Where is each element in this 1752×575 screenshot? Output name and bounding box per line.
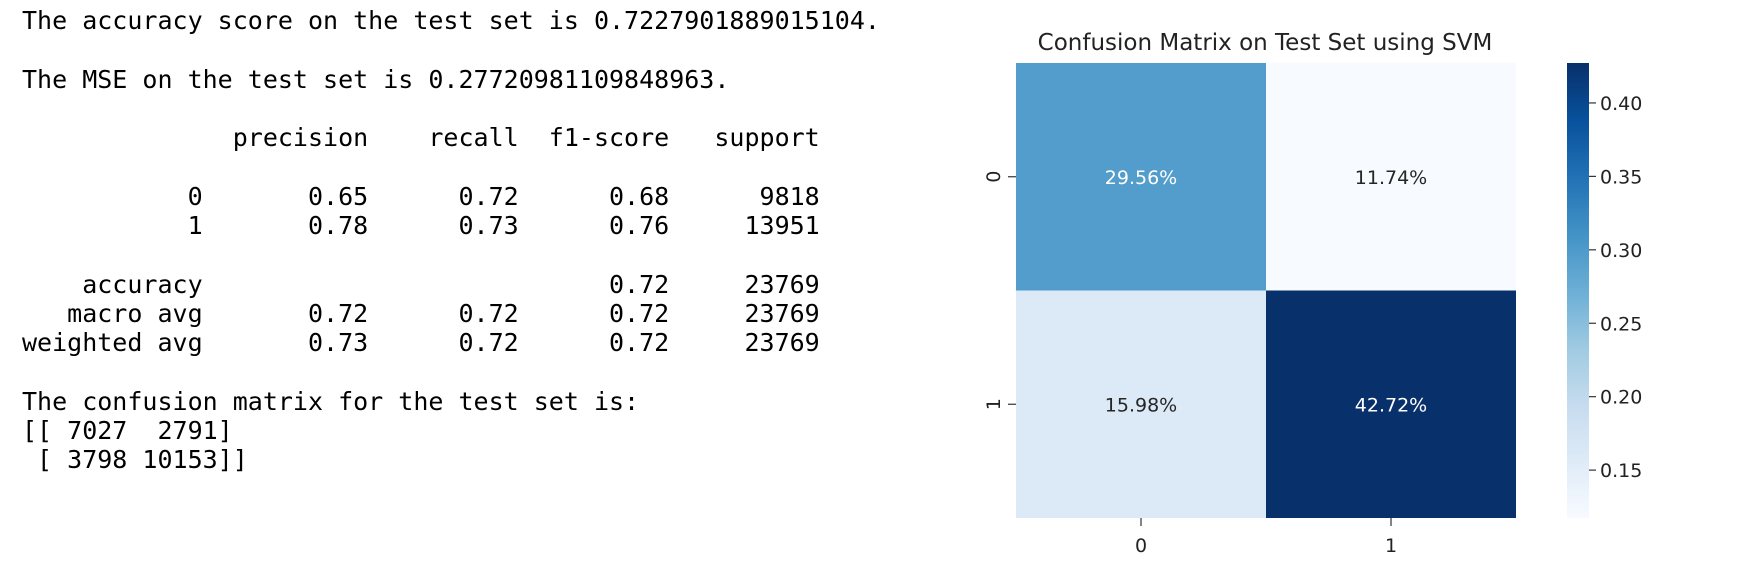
report-line: [[ 7027 2791] xyxy=(22,416,233,446)
report-line: precision recall f1-score support xyxy=(22,123,820,153)
y-tick-label: 0 xyxy=(983,171,1005,183)
colorbar-tick-label: 0.15 xyxy=(1600,460,1642,482)
blank-line xyxy=(22,94,880,123)
chart-title: Confusion Matrix on Test Set using SVM xyxy=(1038,30,1493,56)
heatmap-cell-r1-c0 xyxy=(1016,290,1266,518)
report-line: weighted avg 0.73 0.72 0.72 23769 xyxy=(22,328,820,358)
report-line: 0 0.65 0.72 0.68 9818 xyxy=(22,181,820,211)
blank-line xyxy=(22,358,880,387)
cell-label-r1-c0: 15.98% xyxy=(1105,394,1177,416)
report-line: 1 0.78 0.73 0.76 13951 xyxy=(22,211,820,241)
blank-line xyxy=(22,152,880,181)
report-line: [ 3798 10153]] xyxy=(22,445,248,475)
colorbar-tick-label: 0.35 xyxy=(1600,166,1642,188)
report-line: macro avg 0.72 0.72 0.72 23769 xyxy=(22,298,820,328)
confusion-matrix-chart: Confusion Matrix on Test Set using SVM 2… xyxy=(950,0,1752,575)
cell-label-r0-c1: 11.74% xyxy=(1355,167,1427,189)
colorbar xyxy=(1567,63,1589,518)
heatmap-cell-r0-c1 xyxy=(1266,63,1516,291)
heatmap-cell-r0-c0 xyxy=(1016,63,1266,291)
blank-line xyxy=(22,35,880,64)
x-tick-label: 1 xyxy=(1385,535,1397,557)
colorbar-tick-label: 0.30 xyxy=(1600,240,1642,262)
cell-label-r1-c1: 42.72% xyxy=(1355,394,1427,416)
blank-line xyxy=(22,240,880,269)
y-tick-label: 1 xyxy=(983,398,1005,410)
confusion-matrix-svg: Confusion Matrix on Test Set using SVM 2… xyxy=(983,30,1642,557)
colorbar-tick-label: 0.40 xyxy=(1600,93,1642,115)
report-line: The confusion matrix for the test set is… xyxy=(22,386,640,416)
colorbar-tick-label: 0.25 xyxy=(1600,313,1642,335)
cell-label-r0-c0: 29.56% xyxy=(1105,167,1177,189)
report-line: The MSE on the test set is 0.27720981109… xyxy=(22,64,730,94)
heatmap-cell-r1-c1 xyxy=(1266,290,1516,518)
report-line: accuracy 0.72 23769 xyxy=(22,269,820,299)
report-line: The accuracy score on the test set is 0.… xyxy=(22,6,880,35)
colorbar-tick-label: 0.20 xyxy=(1600,387,1642,409)
classification-report-output: The accuracy score on the test set is 0.… xyxy=(22,6,880,475)
x-tick-label: 0 xyxy=(1135,535,1147,557)
